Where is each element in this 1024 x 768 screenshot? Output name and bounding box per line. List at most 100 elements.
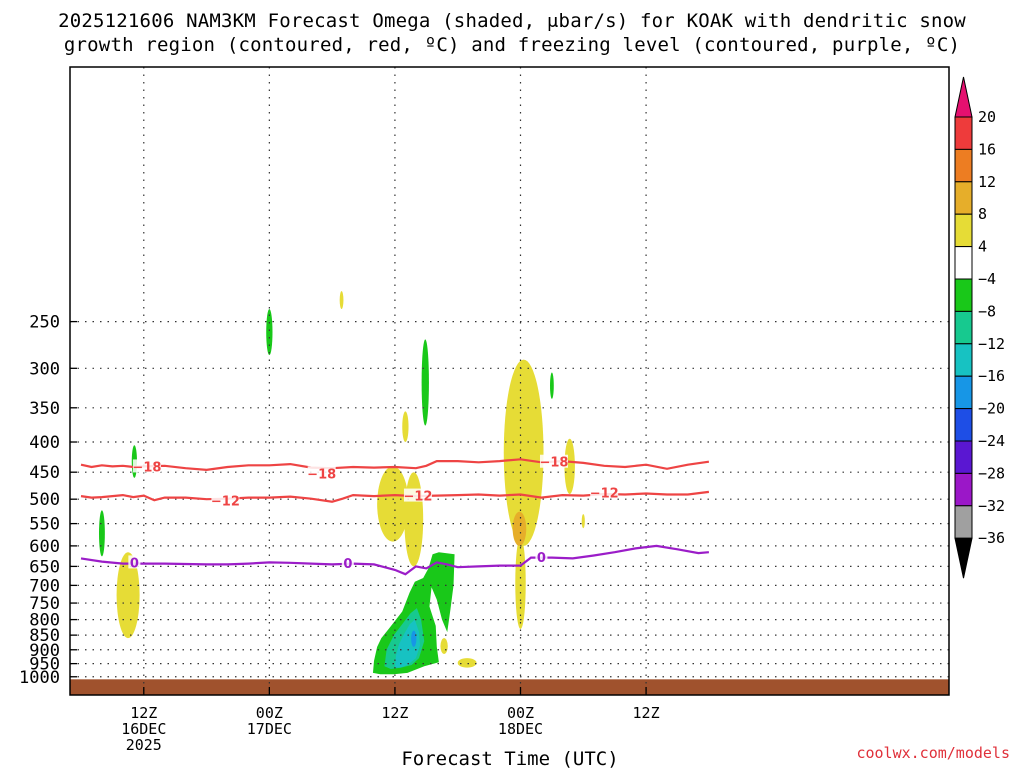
colorbar-segment-5	[954, 246, 973, 280]
colorbar-segment-4	[954, 213, 973, 248]
colorbar-label-12: −32	[978, 497, 1005, 515]
x-tick-label-30-0: 12Z	[381, 704, 408, 722]
x-tick-label-18-0: 00Z	[256, 704, 283, 722]
y-tick-label-800: 800	[29, 611, 60, 631]
colorbar-label-7: −12	[978, 335, 1005, 353]
contour-label-bg-3	[403, 488, 432, 502]
omega-region-4	[116, 552, 140, 639]
y-tick-label-400: 400	[29, 433, 60, 453]
contour-label-bg-7	[341, 556, 354, 570]
colorbar-segment-1	[954, 116, 973, 150]
omega-region-5	[402, 411, 409, 443]
colorbar-label-2: 12	[978, 173, 996, 191]
colorbar-label-13: −36	[978, 529, 1005, 547]
colorbar-label-10: −24	[978, 432, 1005, 450]
colorbar-label-4: 4	[978, 238, 987, 256]
x-tick-label-42-0: 00Z	[507, 704, 534, 722]
contour-label-8: 0	[537, 551, 546, 566]
contour-label-4: −18	[539, 456, 568, 471]
colorbar-segment-6	[954, 278, 973, 312]
omega-region-12	[550, 372, 554, 399]
surface-band	[70, 679, 949, 695]
y-axis: 2503003504004505005506006507007508008509…	[19, 313, 77, 688]
contour-label-2: −12	[211, 495, 240, 510]
y-tick-label-950: 950	[29, 655, 60, 675]
omega-region-16	[457, 658, 477, 668]
y-tick-label-650: 650	[29, 557, 60, 577]
colorbar-label-1: 16	[978, 140, 996, 158]
contour-label-bg-4	[539, 454, 568, 468]
colorbar-label-5: −4	[978, 270, 996, 288]
colorbar-segment-12	[954, 472, 973, 507]
y-tick-label-750: 750	[29, 594, 60, 614]
omega-region-8	[404, 472, 424, 567]
colorbar-segment-11	[954, 440, 973, 474]
colorbar-segment-7	[954, 310, 973, 345]
omega-region-11	[512, 511, 527, 546]
x-tick-label-54-0: 12Z	[633, 704, 660, 722]
contour-label-bg-0	[132, 459, 161, 473]
contour-label-bg-5	[590, 485, 619, 499]
contour-labels: −18 −18 −12 −12 −18 −12 0 0 0	[128, 454, 619, 572]
x-tick-label-6-0: 12Z	[130, 704, 157, 722]
contour-label-bg-6	[128, 555, 141, 569]
colorbar-label-3: 8	[978, 205, 987, 223]
colorbar-segment-3	[954, 181, 973, 215]
credit-link[interactable]: coolwx.com/models	[856, 744, 1010, 762]
contour-label-5: −12	[590, 486, 619, 501]
x-tick-label-42-1: 18DEC	[498, 720, 543, 738]
colorbar-segment-8	[954, 343, 973, 377]
omega-region-7	[377, 466, 409, 542]
y-tick-label-550: 550	[29, 515, 60, 535]
colorbar-bottom-arrow	[954, 537, 973, 579]
omega-region-13	[564, 438, 575, 495]
contour-label-1: −18	[307, 467, 336, 482]
y-tick-label-500: 500	[29, 490, 60, 510]
y-tick-label-600: 600	[29, 537, 60, 557]
contour--12-1	[80, 490, 710, 503]
colorbar-label-9: −20	[978, 400, 1005, 418]
y-tick-label-850: 850	[29, 626, 60, 646]
colorbar-segment-10	[954, 408, 973, 442]
colorbar-segment-2	[954, 148, 973, 183]
colorbar-segment-9	[954, 375, 973, 410]
omega-region-14	[581, 514, 585, 529]
omega-region-10	[515, 537, 526, 630]
x-tick-label-6-2: 2025	[126, 736, 162, 754]
omega-region-6	[421, 339, 429, 426]
contour-label-bg-1	[307, 466, 336, 480]
y-tick-label-350: 350	[29, 399, 60, 419]
x-tick-label-18-1: 17DEC	[247, 720, 292, 738]
y-tick-label-1000: 1000	[19, 668, 60, 688]
contour-label-3: −12	[403, 490, 432, 505]
omega-region-0	[266, 308, 273, 356]
y-tick-label-300: 300	[29, 359, 60, 379]
omega-region-3	[98, 510, 105, 557]
y-tick-label-700: 700	[29, 576, 60, 596]
contour-label-6: 0	[130, 556, 139, 571]
y-tick-label-450: 450	[29, 463, 60, 483]
x-tick-label-6-1: 16DEC	[121, 720, 166, 738]
y-tick-label-900: 900	[29, 641, 60, 661]
surface-terrain	[70, 679, 949, 695]
grid-lines	[70, 67, 949, 695]
omega-region-1	[339, 291, 344, 309]
colorbar-label-6: −8	[978, 302, 996, 320]
contour-label-bg-8	[535, 549, 548, 563]
colorbar-label-0: 20	[978, 108, 996, 126]
colorbar-label-11: −28	[978, 464, 1005, 482]
omega-region-15	[440, 638, 448, 655]
chart-title-line-1: 2025121606 NAM3KM Forecast Omega (shaded…	[58, 10, 966, 32]
contour-0-2	[80, 544, 709, 576]
contour-label-0: −18	[132, 460, 161, 475]
plot-frame	[69, 66, 950, 696]
colorbar-top-arrow	[954, 76, 973, 118]
omega-shading	[98, 291, 585, 675]
x-axis-label: Forecast Time (UTC)	[401, 748, 618, 768]
colorbar-label-8: −16	[978, 367, 1005, 385]
colorbar-segment-13	[954, 505, 973, 539]
colorbar: 20 16 12 8 4 −4 −8 −12 −16 −20 −24 −28 −32 −36	[954, 76, 1005, 579]
contour-label-bg-2	[211, 493, 240, 507]
